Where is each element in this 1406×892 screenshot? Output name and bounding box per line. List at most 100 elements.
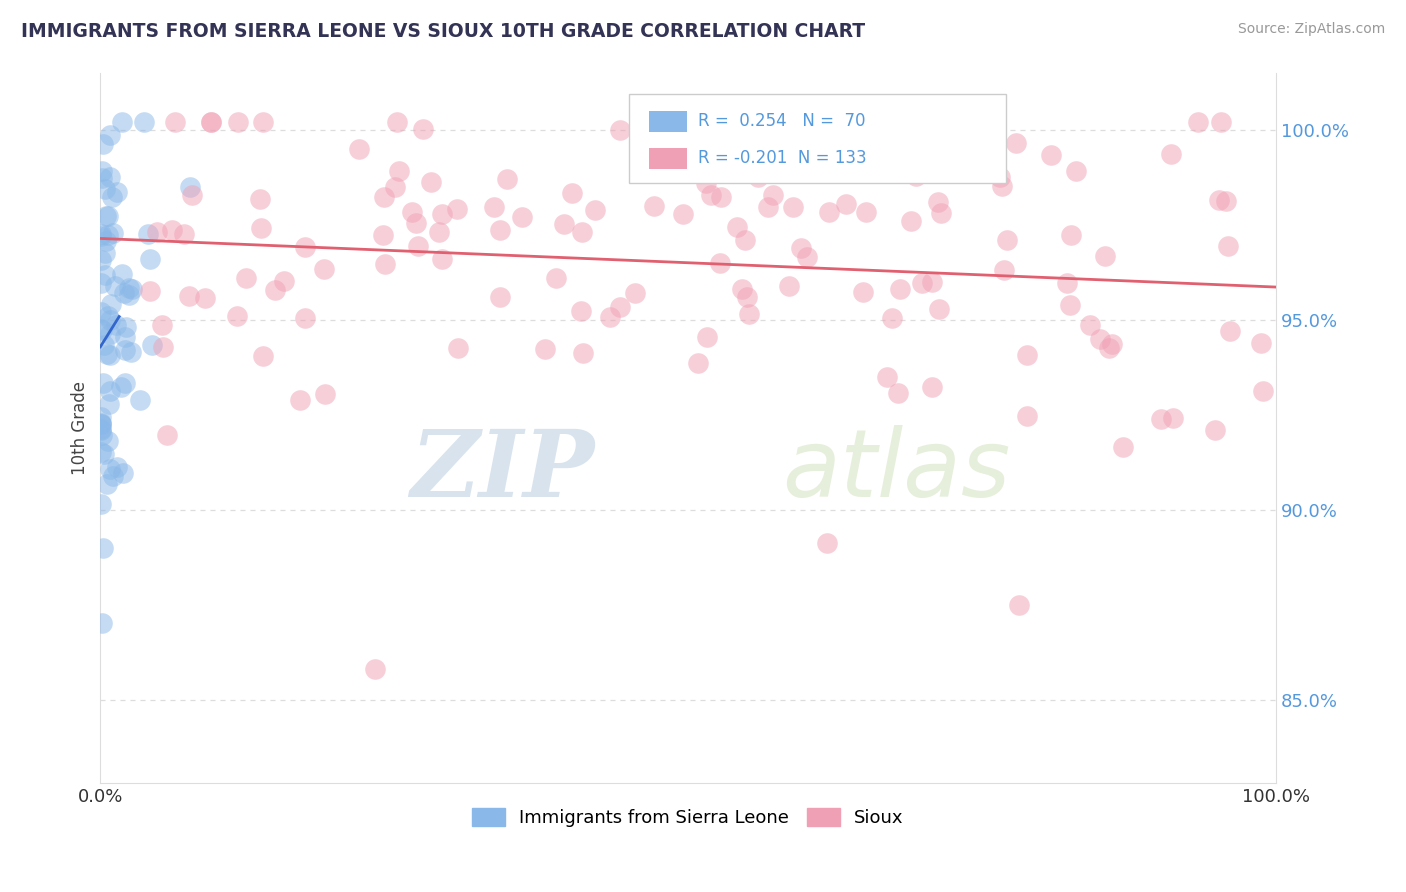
Point: [90, 417, 112, 431]
Point: [165, 115, 187, 129]
Point: [921, 380, 943, 394]
Point: [100, 296, 122, 310]
Point: [761, 187, 783, 202]
Point: [1059, 228, 1081, 243]
Point: [510, 210, 533, 224]
Point: [98, 348, 121, 362]
Point: [294, 240, 316, 254]
Point: [312, 262, 335, 277]
Point: [141, 338, 163, 352]
Point: [1059, 298, 1081, 312]
Point: [1005, 136, 1028, 151]
Point: [609, 123, 631, 137]
Point: [252, 115, 274, 129]
Point: [347, 142, 370, 156]
Point: [1161, 410, 1184, 425]
Point: [482, 200, 505, 214]
Point: [93, 447, 115, 461]
Text: ZIP: ZIP: [411, 425, 595, 516]
Point: [111, 466, 134, 480]
Point: [710, 189, 733, 203]
Point: [1216, 239, 1239, 253]
Point: [887, 386, 910, 401]
Point: [152, 318, 174, 332]
Point: [364, 662, 387, 676]
Point: [904, 169, 927, 183]
Point: [1251, 384, 1274, 398]
Point: [121, 282, 143, 296]
Point: [696, 330, 718, 344]
Point: [152, 340, 174, 354]
Point: [194, 291, 217, 305]
Point: [91, 428, 114, 442]
Point: [735, 290, 758, 304]
Point: [1097, 341, 1119, 355]
Point: [91, 136, 114, 151]
Point: [1008, 598, 1031, 612]
Point: [609, 300, 631, 314]
Point: [790, 241, 813, 255]
Point: [388, 164, 411, 178]
Point: [90, 322, 112, 336]
Point: [91, 323, 114, 337]
Point: [672, 207, 695, 221]
Point: [796, 250, 818, 264]
Text: R =  0.254   N =  70: R = 0.254 N = 70: [697, 112, 865, 130]
Point: [569, 303, 592, 318]
Point: [226, 115, 249, 129]
Text: atlas: atlas: [782, 425, 1011, 516]
Point: [571, 226, 593, 240]
Point: [97, 227, 120, 242]
Point: [1215, 194, 1237, 209]
Point: [100, 326, 122, 341]
Point: [488, 223, 510, 237]
Point: [447, 341, 470, 355]
Point: [401, 205, 423, 219]
Point: [98, 170, 121, 185]
Point: [91, 616, 114, 631]
Point: [146, 225, 169, 239]
Point: [263, 283, 285, 297]
Point: [90, 422, 112, 436]
Point: [882, 311, 904, 326]
Point: [155, 428, 177, 442]
Point: [200, 115, 222, 129]
Point: [294, 310, 316, 325]
Point: [136, 227, 159, 241]
Point: [1015, 347, 1038, 361]
Point: [489, 290, 512, 304]
Point: [700, 188, 723, 202]
Point: [96, 347, 118, 361]
Point: [91, 163, 114, 178]
Point: [988, 170, 1011, 185]
Point: [561, 186, 583, 200]
Point: [889, 282, 911, 296]
Point: [90, 497, 112, 511]
Text: IMMIGRANTS FROM SIERRA LEONE VS SIOUX 10TH GRADE CORRELATION CHART: IMMIGRANTS FROM SIERRA LEONE VS SIOUX 10…: [21, 22, 865, 41]
Point: [97, 434, 120, 448]
Point: [747, 169, 769, 184]
Point: [111, 267, 134, 281]
Point: [782, 200, 804, 214]
Point: [1064, 164, 1087, 178]
Point: [114, 320, 136, 334]
Point: [1149, 412, 1171, 426]
Point: [110, 380, 132, 394]
Point: [180, 188, 202, 202]
Point: [1101, 337, 1123, 351]
Point: [90, 424, 112, 438]
Point: [90, 229, 112, 244]
Point: [93, 246, 115, 260]
Point: [139, 284, 162, 298]
Point: [288, 392, 311, 407]
Point: [160, 223, 183, 237]
Point: [90, 253, 112, 268]
Point: [249, 192, 271, 206]
Point: [761, 136, 783, 150]
Point: [138, 252, 160, 266]
Point: [96, 476, 118, 491]
Point: [546, 270, 568, 285]
Point: [778, 279, 800, 293]
Legend: Immigrants from Sierra Leone, Sioux: Immigrants from Sierra Leone, Sioux: [465, 801, 911, 834]
Point: [1208, 193, 1230, 207]
